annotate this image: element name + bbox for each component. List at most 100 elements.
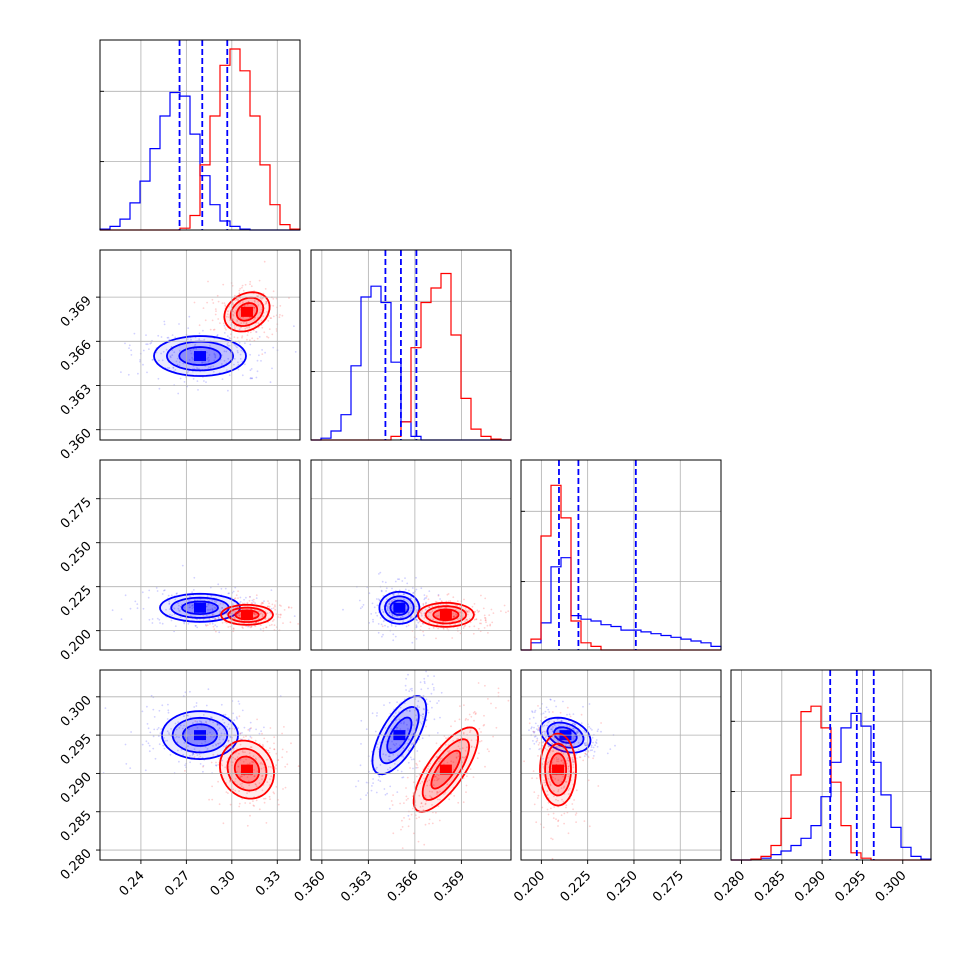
histogram-panel-3 [731, 670, 932, 861]
tick-label: 0.225 [58, 583, 95, 620]
sample-point [164, 740, 166, 742]
sample-point [218, 757, 221, 760]
sample-point [232, 628, 235, 630]
sample-point [130, 731, 133, 733]
sample-point [263, 260, 266, 263]
sample-point [213, 599, 216, 602]
sample-point [453, 615, 455, 618]
sample-point [532, 730, 535, 733]
sample-point [218, 736, 221, 739]
density-peak [240, 306, 253, 317]
sample-point [242, 760, 245, 763]
sample-point [239, 732, 242, 735]
sample-point [189, 614, 192, 616]
sample-point [422, 717, 425, 720]
sample-point [560, 814, 563, 817]
sample-point [279, 613, 282, 616]
sample-point [249, 814, 251, 817]
sample-point [428, 779, 431, 781]
sample-point [241, 732, 243, 734]
sample-point [403, 802, 405, 804]
sample-point [243, 726, 246, 729]
sample-point [452, 615, 455, 618]
sample-point [542, 826, 545, 829]
sample-point [420, 613, 423, 615]
sample-point [436, 779, 438, 782]
sample-point [424, 802, 427, 805]
sample-point [192, 378, 195, 380]
sample-point [124, 342, 126, 345]
sample-point [412, 758, 415, 761]
sample-point [205, 381, 207, 383]
sample-point [266, 781, 269, 783]
sample-point [401, 819, 403, 822]
sample-point [192, 722, 194, 724]
sample-point [488, 614, 491, 616]
sample-point [261, 789, 264, 792]
sample-point [421, 737, 424, 740]
sample-point [265, 300, 267, 303]
sample-point [477, 611, 480, 613]
sample-point [148, 589, 151, 592]
sample-point [452, 616, 455, 618]
sample-point [407, 749, 410, 751]
sample-point [393, 615, 396, 617]
sample-point [250, 746, 253, 749]
sample-point [440, 600, 443, 602]
sample-point [576, 732, 578, 734]
density-peak [552, 764, 565, 775]
sample-point [538, 726, 540, 729]
tick-label: 0.27 [162, 868, 193, 899]
sample-point [431, 706, 433, 709]
sample-point [572, 763, 575, 766]
sample-point [572, 808, 574, 811]
sample-point [571, 803, 574, 805]
sample-point [382, 620, 385, 623]
sample-point [401, 615, 404, 618]
sample-point [232, 313, 235, 316]
sample-point [222, 322, 225, 325]
sample-point [167, 336, 170, 339]
sample-point [365, 728, 368, 731]
sample-point [572, 766, 575, 769]
sample-point [255, 783, 257, 786]
sample-point [264, 618, 267, 620]
sample-point [533, 735, 536, 738]
sample-point [221, 622, 224, 624]
sample-point [417, 840, 420, 843]
sample-point [217, 763, 220, 766]
sample-point [391, 587, 393, 590]
sample-point [579, 756, 582, 759]
sample-point [591, 736, 594, 739]
sample-point [217, 742, 220, 745]
sample-point [268, 605, 271, 608]
sample-point [541, 725, 544, 728]
sample-point [456, 752, 458, 755]
sample-point [415, 576, 417, 579]
sample-point [262, 627, 265, 630]
sample-point [232, 610, 235, 613]
sample-point [410, 758, 413, 761]
sample-point [127, 373, 130, 376]
sample-point [374, 612, 377, 614]
sample-point [544, 710, 547, 713]
sample-point [420, 802, 423, 805]
sample-point [568, 744, 571, 747]
sample-point [536, 739, 539, 742]
sample-point [264, 303, 267, 305]
sample-point [588, 726, 590, 728]
sample-point [235, 594, 238, 597]
sample-point [582, 759, 585, 762]
sample-point [431, 804, 433, 806]
sample-point [202, 361, 205, 364]
sample-point [479, 622, 481, 625]
sample-point [546, 763, 548, 765]
sample-point [417, 621, 420, 624]
tick-label: 0.275 [650, 868, 687, 905]
sample-point [243, 602, 246, 605]
sample-point [232, 712, 235, 715]
sample-point [152, 735, 155, 738]
sample-point [472, 776, 475, 778]
sample-point [257, 300, 260, 303]
sample-point [437, 778, 439, 781]
